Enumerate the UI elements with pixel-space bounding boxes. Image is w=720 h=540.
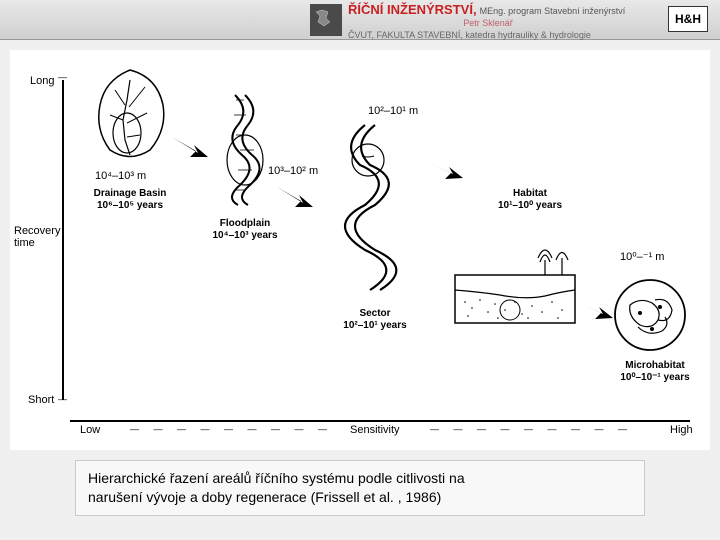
sector-sketch bbox=[310, 120, 430, 300]
course-title: ŘÍČNÍ INŽENÝRSTVÍ, bbox=[348, 2, 477, 17]
item4-name: Habitat 10¹–10⁰ years bbox=[490, 188, 570, 212]
x-axis-label: Sensitivity bbox=[350, 424, 400, 436]
microhabitat-sketch bbox=[610, 275, 690, 355]
department-name: ČVUT, FAKULTA STAVEBNÍ, katedra hydrauli… bbox=[348, 30, 591, 40]
y-axis-label: Recovery time bbox=[14, 225, 60, 249]
item1-name: Drainage Basin 10⁶–10⁵ years bbox=[90, 188, 170, 212]
item1-scale: 10⁴–10³ m bbox=[95, 170, 146, 182]
y-axis-line bbox=[62, 80, 64, 400]
drainage-basin-sketch bbox=[85, 65, 175, 165]
x-axis-line bbox=[70, 420, 690, 422]
program-subtitle: MEng. program Stavební inženýrství bbox=[480, 6, 626, 16]
university-logo bbox=[310, 4, 342, 36]
item5-name: Microhabitat 10⁰–10⁻¹ years bbox=[610, 360, 700, 384]
author-name: Petr Sklenář bbox=[463, 18, 513, 28]
floodplain-sketch bbox=[200, 90, 280, 210]
arrow-2 bbox=[275, 185, 315, 215]
caption-line2: narušení vývoje a doby regenerace (Friss… bbox=[88, 489, 441, 505]
hh-logo: H&H bbox=[668, 6, 708, 32]
y-axis-bottom-tick: — bbox=[58, 394, 67, 404]
caption-line1: Hierarchické řazení areálů říčního systé… bbox=[88, 470, 465, 486]
arrow-3 bbox=[425, 160, 465, 185]
x-axis-right-label: High bbox=[670, 424, 693, 436]
slide-header: ŘÍČNÍ INŽENÝRSTVÍ, MEng. program Stavebn… bbox=[0, 0, 720, 40]
x-axis-dash-right: — — — — — — — — — bbox=[430, 424, 633, 434]
habitat-sketch bbox=[450, 230, 580, 330]
y-axis-bottom-label: Short bbox=[28, 394, 54, 406]
header-text-block: ŘÍČNÍ INŽENÝRSTVÍ, MEng. program Stavebn… bbox=[348, 2, 628, 41]
y-axis-top-tick: — bbox=[58, 72, 67, 82]
figure-caption: Hierarchické řazení areálů říčního systé… bbox=[75, 460, 645, 516]
item2-name: Floodplain 10⁴–10³ years bbox=[200, 218, 290, 242]
item3-name: Sector 10²–10¹ years bbox=[330, 308, 420, 332]
item3-scale: 10²–10¹ m bbox=[368, 105, 418, 117]
diagram: — — Long Short Recovery time Low High Se… bbox=[10, 50, 710, 450]
x-axis-left-label: Low bbox=[80, 424, 100, 436]
item5-scale: 10⁰–⁻¹ m bbox=[620, 250, 664, 263]
y-axis-top-label: Long bbox=[30, 75, 54, 87]
x-axis-dash-left: — — — — — — — — — bbox=[130, 424, 333, 434]
arrow-4 bbox=[575, 300, 615, 325]
